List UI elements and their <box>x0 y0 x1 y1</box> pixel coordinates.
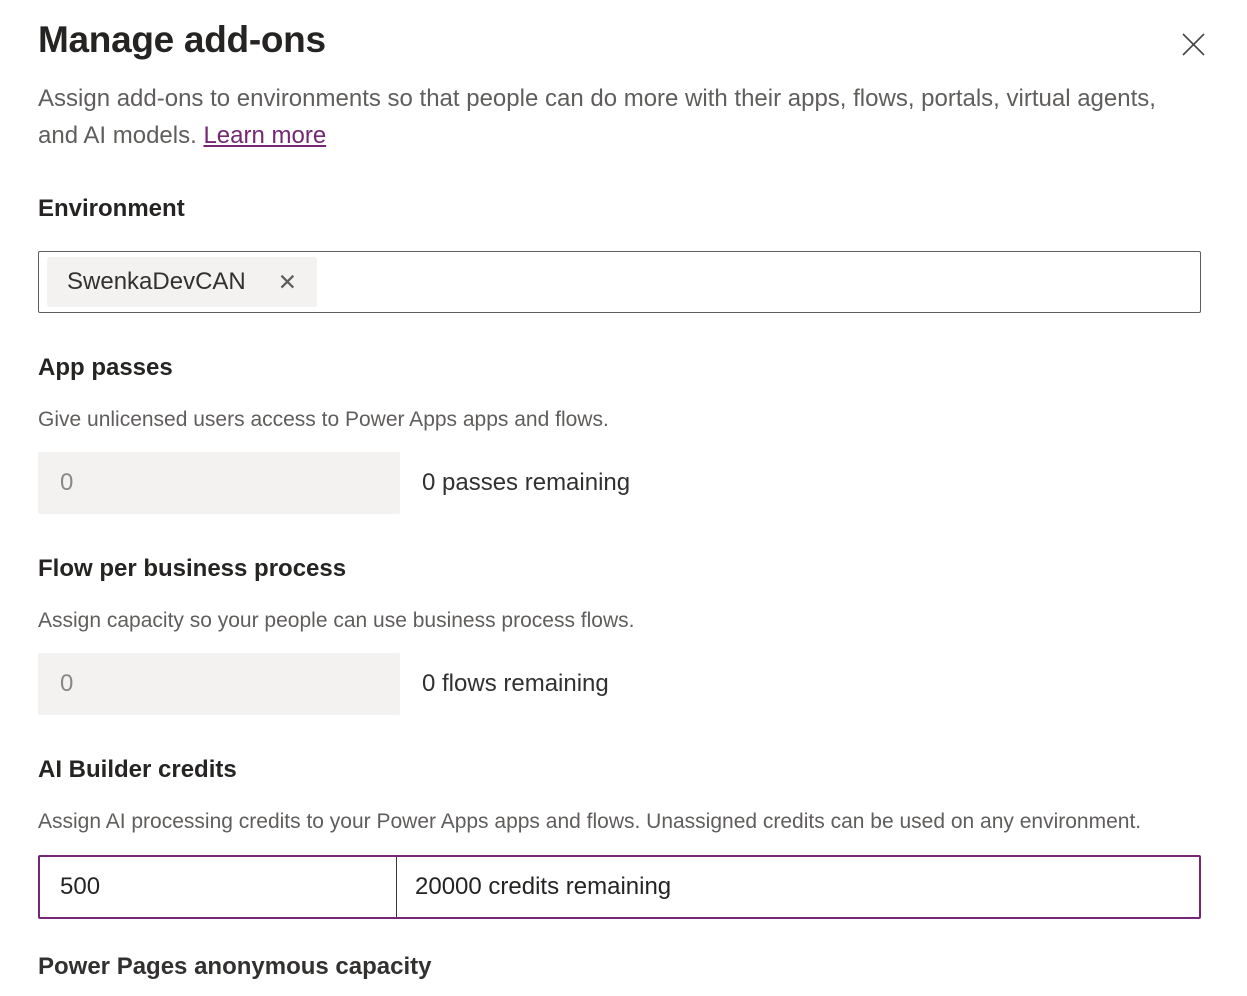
environment-tag-label: SwenkaDevCAN <box>67 268 246 295</box>
learn-more-link[interactable]: Learn more <box>203 122 327 149</box>
flow-bp-quantity-input[interactable] <box>38 653 400 715</box>
environment-search-input[interactable] <box>317 259 1192 305</box>
addon-desc-ai-builder: Assign AI processing credits to your Pow… <box>38 810 1142 833</box>
environment-label: Environment <box>38 195 185 222</box>
addon-desc-flow-bp: Assign capacity so your people can use b… <box>38 609 635 632</box>
addon-desc-app-passes: Give unlicensed users access to Power Ap… <box>38 408 609 431</box>
app-passes-quantity-input[interactable] <box>38 452 400 514</box>
dialog-description: Assign add-ons to environments so that p… <box>38 80 1178 154</box>
close-button[interactable] <box>1171 22 1215 66</box>
page-title: Manage add-ons <box>38 19 326 60</box>
ai-builder-remaining-label: 20000 credits remaining <box>415 873 672 900</box>
addon-heading-ai-builder: AI Builder credits <box>38 756 237 783</box>
environment-tag: SwenkaDevCAN ✕ <box>47 257 318 307</box>
addon-heading-power-pages: Power Pages anonymous capacity <box>38 953 432 980</box>
ai-builder-quantity-input[interactable] <box>40 857 397 917</box>
addon-heading-flow-bp: Flow per business process <box>38 555 347 582</box>
addon-row-app-passes: 0 passes remaining <box>38 452 1201 514</box>
dialog-description-text: Assign add-ons to environments so that p… <box>38 85 1156 149</box>
tag-remove-icon: ✕ <box>277 268 298 295</box>
flow-bp-remaining-label: 0 flows remaining <box>422 670 609 697</box>
app-passes-remaining-label: 0 passes remaining <box>422 469 631 496</box>
addon-row-flow-bp: 0 flows remaining <box>38 653 1201 715</box>
environment-combobox[interactable]: SwenkaDevCAN ✕ <box>38 251 1201 313</box>
addon-row-ai-builder: 20000 credits remaining <box>38 855 1201 919</box>
environment-tag-remove-button[interactable]: ✕ <box>276 269 299 296</box>
addon-heading-app-passes: App passes <box>38 354 173 381</box>
close-icon <box>1180 31 1207 58</box>
